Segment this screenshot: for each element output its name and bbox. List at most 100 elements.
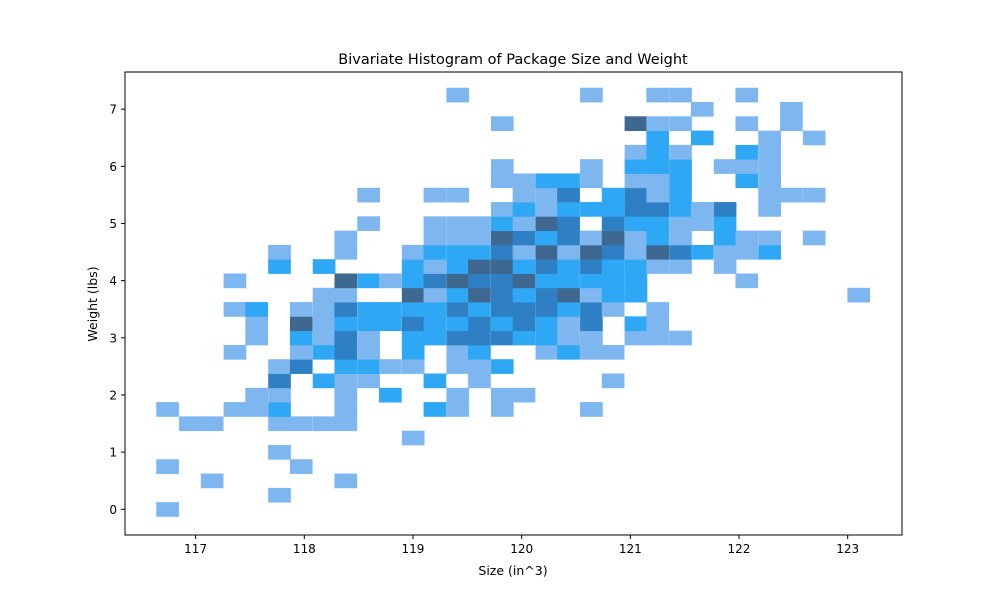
- histogram-cell: [334, 273, 358, 289]
- histogram-cell: [468, 244, 491, 260]
- histogram-cell: [669, 187, 692, 203]
- histogram-cell: [512, 287, 536, 303]
- y-tick-label: 0: [109, 503, 117, 517]
- histogram-cell: [624, 144, 648, 160]
- x-axis-label: Size (in^3): [478, 563, 547, 578]
- histogram-cell: [512, 259, 536, 274]
- x-tick-label: 120: [510, 542, 533, 556]
- histogram-cell: [758, 187, 781, 203]
- histogram-cell: [401, 344, 425, 360]
- histogram-cell: [423, 230, 447, 246]
- histogram-cell: [713, 259, 737, 274]
- histogram-cell: [624, 159, 648, 174]
- histogram-cell: [735, 230, 759, 246]
- histogram-cell: [379, 316, 402, 332]
- histogram-cell: [490, 259, 514, 274]
- histogram-cell: [446, 87, 470, 103]
- histogram-cell: [646, 316, 670, 332]
- histogram-cell: [557, 344, 580, 360]
- histogram-cell: [357, 359, 380, 374]
- histogram-cell: [200, 416, 224, 432]
- histogram-cell: [446, 187, 470, 203]
- histogram-cell: [446, 402, 470, 417]
- histogram-cell: [580, 302, 603, 317]
- histogram-cell: [646, 173, 670, 189]
- histogram-cell: [580, 159, 603, 174]
- histogram-cell: [446, 387, 470, 403]
- histogram-cell: [446, 302, 470, 317]
- histogram-cell: [423, 373, 447, 389]
- histogram-cell: [512, 330, 536, 346]
- x-tick-label: 119: [402, 542, 425, 556]
- histogram-cell: [357, 187, 380, 203]
- histogram-cell: [713, 230, 737, 246]
- histogram-cell: [535, 216, 559, 232]
- y-axis: 0 1 2 3 4 5 6 7: [109, 103, 125, 517]
- histogram-cell: [512, 273, 536, 289]
- histogram-cell: [446, 259, 470, 274]
- histogram-cell: [490, 230, 514, 246]
- histogram-cell: [580, 202, 603, 217]
- histogram-cell: [624, 116, 648, 131]
- histogram-cell: [156, 459, 179, 474]
- histogram-cell: [512, 302, 536, 317]
- histogram-cell: [334, 373, 358, 389]
- histogram-cell: [580, 244, 603, 260]
- histogram-cell: [312, 287, 336, 303]
- histogram-cell: [669, 330, 692, 346]
- histogram-cell: [557, 244, 580, 260]
- histogram-cell: [446, 230, 470, 246]
- histogram-cell: [580, 287, 603, 303]
- histogram-cell: [312, 373, 336, 389]
- histogram-cell: [268, 402, 291, 417]
- histogram-cell: [624, 187, 648, 203]
- histogram-cell: [512, 316, 536, 332]
- histogram-cell: [401, 316, 425, 332]
- x-tick-label: 121: [619, 542, 642, 556]
- histogram-cell: [334, 316, 358, 332]
- histogram-cell: [690, 202, 714, 217]
- histogram-cell: [580, 173, 603, 189]
- histogram-cell: [535, 230, 559, 246]
- histogram-cell: [646, 302, 670, 317]
- histogram-cell: [535, 187, 559, 203]
- histogram-cell: [245, 330, 269, 346]
- histogram-cell: [401, 287, 425, 303]
- histogram-cell: [334, 402, 358, 417]
- histogram-cell: [289, 359, 313, 374]
- histogram-cell: [401, 430, 425, 446]
- histogram-cell: [312, 259, 336, 274]
- x-tick-label: 117: [184, 542, 207, 556]
- y-axis-label: Weight (lbs): [85, 266, 100, 341]
- histogram-cell: [289, 416, 313, 432]
- histogram-cell: [512, 230, 536, 246]
- histogram-cell: [690, 216, 714, 232]
- histogram-cell: [535, 273, 559, 289]
- histogram-cell: [624, 316, 648, 332]
- histogram-cell: [735, 116, 759, 131]
- histogram-cell: [312, 316, 336, 332]
- histogram-cell: [312, 416, 336, 432]
- histogram-cell: [446, 359, 470, 374]
- histogram-cell: [423, 287, 447, 303]
- histogram-cell: [646, 116, 670, 131]
- histogram-cell: [690, 130, 714, 146]
- histogram-cell: [557, 259, 580, 274]
- histogram-cell: [423, 187, 447, 203]
- histogram-cell: [624, 173, 648, 189]
- histogram-cell: [312, 302, 336, 317]
- histogram-cell: [423, 216, 447, 232]
- y-tick-label: 6: [109, 160, 117, 174]
- histogram-cell: [446, 344, 470, 360]
- histogram-cell: [669, 173, 692, 189]
- histogram-cell: [468, 344, 491, 360]
- histogram-cell: [580, 259, 603, 274]
- histogram-cell: [334, 416, 358, 432]
- histogram-cell: [557, 202, 580, 217]
- histogram-cell: [646, 159, 670, 174]
- histogram-cell: [312, 330, 336, 346]
- histogram-cell: [601, 302, 625, 317]
- histogram-cell: [357, 273, 380, 289]
- histogram-cell: [334, 330, 358, 346]
- histogram-cell: [490, 287, 514, 303]
